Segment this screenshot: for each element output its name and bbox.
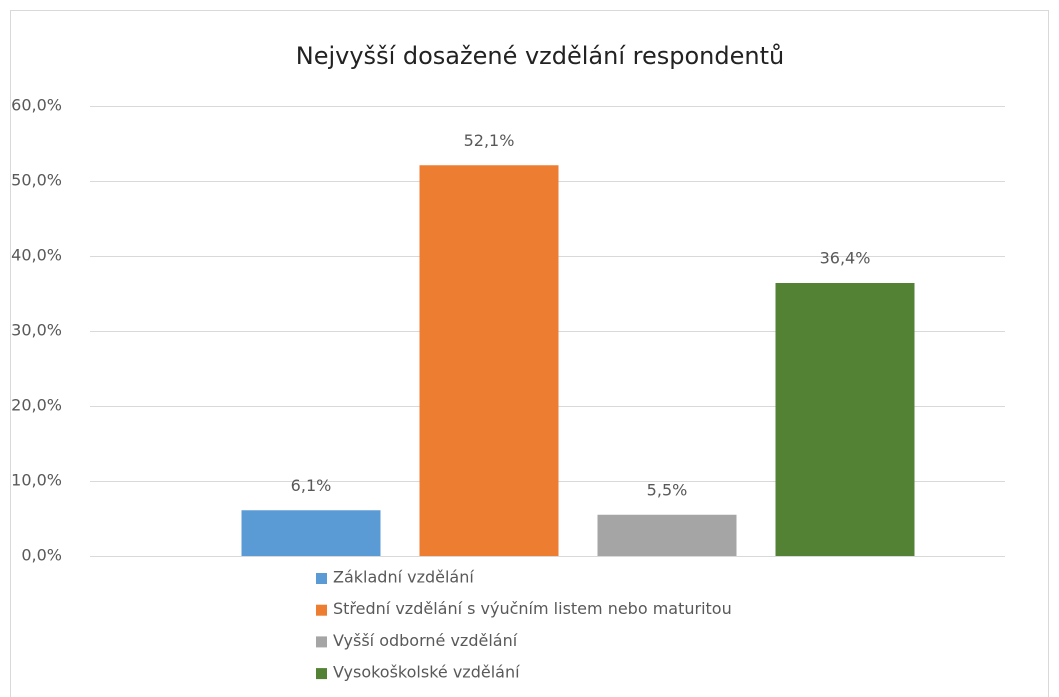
- y-tick-label: 0,0%: [21, 546, 62, 565]
- bar: [241, 510, 381, 556]
- bar: [419, 165, 559, 556]
- legend-swatch: [316, 668, 327, 680]
- bar: [597, 514, 737, 556]
- y-tick-label: 40,0%: [11, 246, 62, 265]
- bar: [775, 283, 915, 556]
- data-label: 52,1%: [464, 131, 515, 150]
- legend-label: Střední vzdělání s výučním listem nebo m…: [333, 599, 732, 618]
- legend-label: Vysokoškolské vzdělání: [333, 663, 520, 682]
- chart-border: [10, 10, 1049, 697]
- legend-swatch: [316, 573, 327, 584]
- data-label: 5,5%: [647, 480, 688, 499]
- y-tick-label: 20,0%: [11, 396, 62, 415]
- data-label: 6,1%: [291, 476, 332, 495]
- chart-title: Nejvyšší dosažené vzdělání respondentů: [296, 42, 784, 70]
- data-label: 36,4%: [820, 249, 871, 268]
- legend-swatch: [316, 636, 327, 648]
- legend-label: Základní vzdělání: [333, 568, 474, 587]
- y-tick-label: 60,0%: [11, 96, 62, 115]
- y-tick-label: 10,0%: [11, 471, 62, 490]
- y-tick-label: 50,0%: [11, 171, 62, 190]
- legend-label: Vyšší odborné vzdělání: [333, 631, 518, 650]
- legend-swatch: [316, 604, 327, 616]
- y-tick-label: 30,0%: [11, 321, 62, 340]
